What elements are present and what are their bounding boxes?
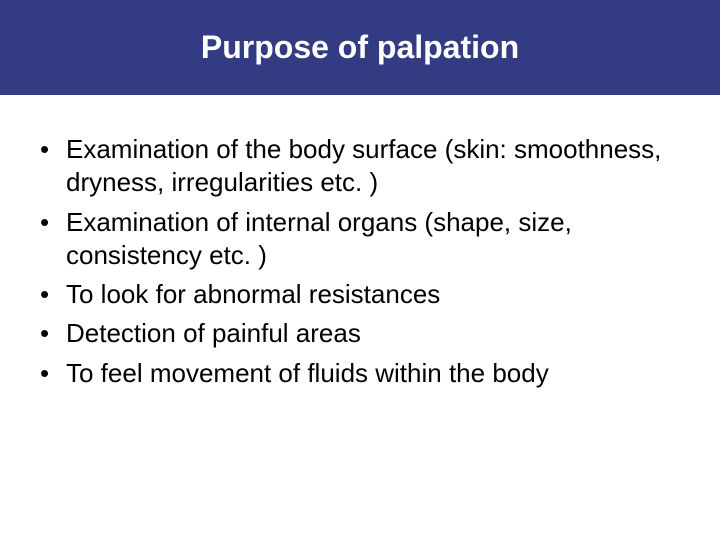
slide-body: Examination of the body surface (skin: s… <box>0 95 720 390</box>
list-item: To look for abnormal resistances <box>34 278 686 311</box>
list-item: Examination of the body surface (skin: s… <box>34 133 686 200</box>
title-bar: Purpose of palpation <box>0 0 720 95</box>
bullet-list: Examination of the body surface (skin: s… <box>34 133 686 390</box>
list-item: Detection of painful areas <box>34 317 686 350</box>
slide-title: Purpose of palpation <box>201 29 519 66</box>
list-item: Examination of internal organs (shape, s… <box>34 206 686 273</box>
list-item: To feel movement of fluids within the bo… <box>34 357 686 390</box>
